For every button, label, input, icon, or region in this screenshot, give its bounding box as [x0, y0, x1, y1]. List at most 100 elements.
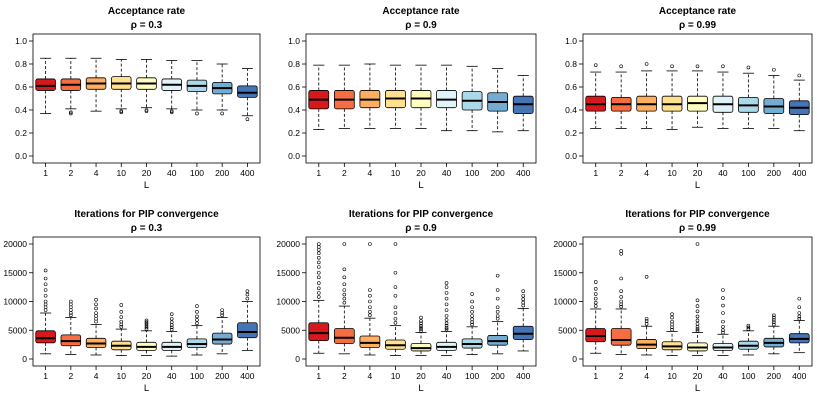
outlier-point: [316, 291, 321, 295]
outlier-point: [43, 282, 48, 287]
outlier-point: [119, 324, 124, 329]
x-tick-label: 20: [693, 371, 703, 381]
outlier-point: [245, 292, 250, 297]
y-tick-label: 0.4: [15, 105, 27, 115]
outlier-point: [444, 321, 449, 326]
x-tick-label: 20: [142, 371, 152, 381]
outlier-point: [69, 111, 73, 116]
y-tick-label: 0.4: [565, 105, 577, 115]
outlier-point: [593, 287, 598, 291]
panel-subtitle: ρ = 0.3: [131, 223, 163, 234]
outlier-point: [69, 110, 73, 115]
outlier-point: [342, 292, 347, 297]
outlier-point: [69, 305, 73, 310]
panel-3: Acceptance rate ρ = 0.99 0.0 0.2 0.4 0.6 0.8 1.…: [565, 6, 813, 191]
outlier-point: [43, 299, 48, 304]
x-tick-label: 40: [718, 168, 728, 178]
outlier-point: [419, 315, 423, 320]
y-tick-label: 0.2: [288, 128, 300, 138]
y-tick-label: 0.2: [15, 128, 27, 138]
box-L-100: [738, 65, 759, 129]
panel-5: Iterations for PIP convergence ρ = 0.9 0 50…: [276, 209, 537, 394]
outlier-point: [721, 319, 725, 324]
box-L-100: [461, 292, 483, 355]
box-L-20: [136, 318, 157, 356]
outlier-point: [619, 251, 623, 256]
x-tick-label: 4: [644, 168, 649, 178]
outlier-point: [644, 322, 649, 326]
box-L-200: [763, 67, 785, 129]
x-axis-label: L: [418, 383, 423, 394]
outlier-point: [670, 319, 674, 324]
outlier-point: [94, 306, 98, 311]
y-tick-label: 0.8: [15, 59, 27, 69]
outlier-point: [695, 314, 700, 319]
panel-subtitle: ρ = 0.99: [679, 223, 716, 234]
outlier-point: [368, 305, 372, 310]
box-L-1: [585, 280, 607, 354]
box-L-4: [85, 297, 107, 356]
box-L-400: [512, 75, 534, 132]
plot-frame: [32, 33, 261, 164]
outlier-point: [195, 318, 199, 322]
outlier-point: [593, 63, 598, 67]
x-tick-label: 400: [516, 168, 530, 178]
box-L-40: [161, 60, 182, 115]
outlier-point: [444, 291, 449, 295]
x-tick-label: 100: [465, 371, 479, 381]
outlier-point: [144, 323, 149, 328]
outlier-point: [316, 245, 321, 249]
box-L-100: [461, 65, 483, 132]
outlier-point: [393, 320, 398, 325]
x-tick-label: 200: [491, 168, 505, 178]
outlier-point: [470, 292, 474, 296]
box-L-20: [410, 64, 432, 129]
outlier-point: [721, 324, 725, 329]
outlier-point: [342, 296, 347, 301]
iqr-box: [333, 328, 355, 344]
outlier-point: [721, 303, 725, 308]
x-tick-label: 4: [94, 371, 99, 381]
iqr-box: [35, 78, 56, 91]
box-L-10: [661, 312, 683, 356]
panel-title: Iterations for PIP convergence: [625, 209, 770, 220]
panel-title: Iterations for PIP convergence: [74, 209, 219, 220]
outlier-point: [444, 302, 449, 307]
outlier-point: [695, 298, 700, 303]
outlier-point: [43, 288, 48, 292]
outlier-point: [316, 265, 321, 269]
panel-2: Acceptance rate ρ = 0.9 0.0 0.2 0.4 0.6 0.8 1.0…: [288, 6, 537, 191]
outlier-point: [470, 299, 474, 304]
outlier-point: [695, 327, 700, 331]
outlier-point: [342, 288, 347, 292]
x-tick-label: 2: [68, 168, 73, 178]
box-L-10: [111, 303, 132, 356]
outlier-point: [169, 110, 174, 115]
outlier-point: [721, 330, 725, 335]
outlier-point: [797, 314, 802, 319]
outlier-point: [393, 305, 398, 310]
outlier-point: [119, 109, 124, 113]
outlier-point: [368, 310, 372, 314]
outlier-point: [169, 327, 174, 332]
outlier-point: [419, 325, 423, 330]
outlier-point: [220, 308, 224, 312]
x-axis-label: L: [144, 383, 149, 394]
x-axis-label: L: [144, 180, 149, 191]
outlier-point: [444, 318, 449, 322]
outlier-point: [245, 296, 250, 301]
x-tick-label: 2: [68, 371, 73, 381]
x-tick-label: 1: [43, 371, 48, 381]
box-L-100: [186, 304, 208, 356]
outlier-point: [695, 309, 700, 314]
y-tick-label: 0.8: [288, 59, 300, 69]
outlier-point: [695, 64, 700, 69]
outlier-point: [69, 313, 73, 318]
outlier-point: [495, 310, 500, 314]
x-tick-label: 4: [368, 168, 373, 178]
box-L-20: [687, 242, 708, 356]
box-L-200: [211, 63, 233, 116]
x-tick-label: 4: [644, 371, 649, 381]
x-tick-label: 100: [741, 168, 755, 178]
x-tick-label: 40: [167, 371, 177, 381]
